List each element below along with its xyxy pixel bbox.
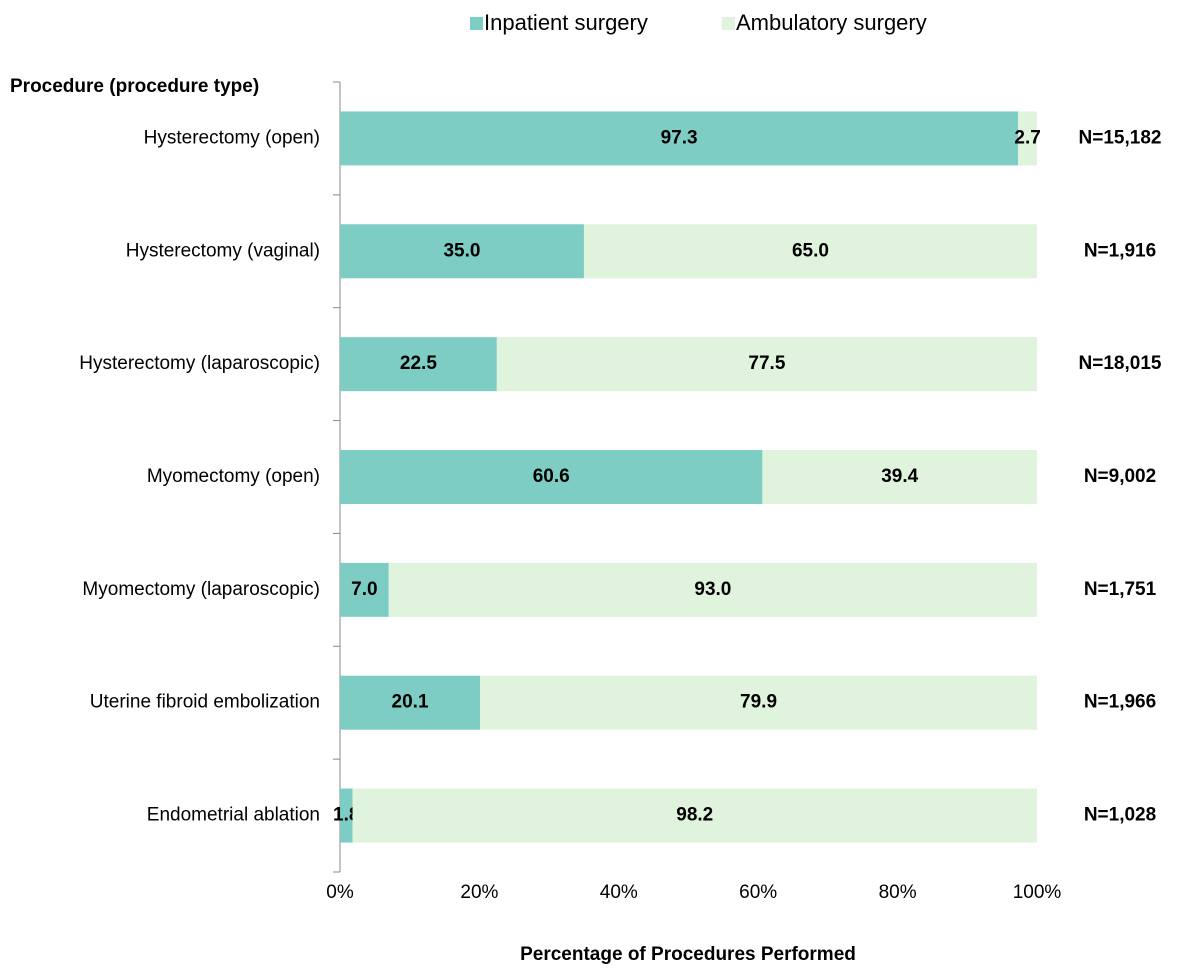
bar-segment	[340, 337, 497, 392]
data-label: 65.0	[792, 240, 829, 261]
bar-segment	[583, 224, 1037, 279]
annotation: N=1,028	[1084, 805, 1156, 826]
data-label: 35.0	[443, 240, 480, 261]
annotation: N=1,966	[1084, 692, 1156, 713]
bar-segment	[352, 788, 1037, 843]
data-label: 93.0	[694, 579, 731, 600]
data-label: 22.5	[400, 353, 437, 374]
y-axis-title: Procedure (procedure type)	[10, 76, 259, 97]
annotation: N=9,002	[1084, 466, 1156, 487]
annotation: N=1,916	[1084, 240, 1156, 261]
y-tick-label: Hysterectomy (laparoscopic)	[79, 353, 320, 374]
bar-segment	[340, 675, 481, 730]
bar-segment	[762, 450, 1037, 504]
bar-segment	[1018, 111, 1037, 166]
data-label: 98.2	[676, 805, 713, 826]
y-tick-label: Endometrial ablation	[147, 805, 320, 826]
legend-label: Ambulatory surgery	[736, 10, 927, 35]
legend-swatch	[722, 17, 735, 30]
x-tick-label: 60%	[739, 882, 777, 903]
y-tick-label: Myomectomy (open)	[147, 466, 320, 487]
bar-segment	[340, 224, 584, 279]
data-label: 77.5	[748, 353, 785, 374]
y-tick-label: Hysterectomy (vaginal)	[126, 240, 320, 261]
annotation: N=15,182	[1079, 127, 1162, 148]
y-tick-label: Myomectomy (laparoscopic)	[82, 579, 320, 600]
x-tick-label: 0%	[326, 882, 354, 903]
x-tick-label: 20%	[460, 882, 498, 903]
data-label: 60.6	[533, 466, 570, 487]
bar-segment	[388, 562, 1037, 617]
x-tick-label: 40%	[600, 882, 638, 903]
data-label: 97.3	[661, 127, 698, 148]
data-label: 39.4	[881, 466, 918, 487]
bar-segment	[340, 788, 353, 843]
data-label: 7.0	[351, 579, 377, 600]
bar-segment	[340, 562, 389, 617]
annotation: N=1,751	[1084, 579, 1157, 600]
bar-segment	[340, 450, 763, 504]
legend-swatch	[470, 17, 483, 30]
data-label: 20.1	[392, 692, 429, 713]
x-tick-label: 100%	[1013, 882, 1062, 903]
x-tick-label: 80%	[879, 882, 917, 903]
y-tick-label: Uterine fibroid embolization	[90, 692, 320, 713]
y-tick-label: Hysterectomy (open)	[144, 127, 320, 148]
annotation: N=18,015	[1079, 353, 1162, 374]
legend-label: Inpatient surgery	[484, 10, 648, 35]
bar-segment	[480, 675, 1037, 730]
bar-segment	[340, 111, 1019, 166]
data-label: 2.7	[1014, 127, 1040, 148]
x-axis-title: Percentage of Procedures Performed	[520, 944, 856, 965]
bar-segment	[496, 337, 1037, 392]
data-label: 79.9	[740, 692, 777, 713]
